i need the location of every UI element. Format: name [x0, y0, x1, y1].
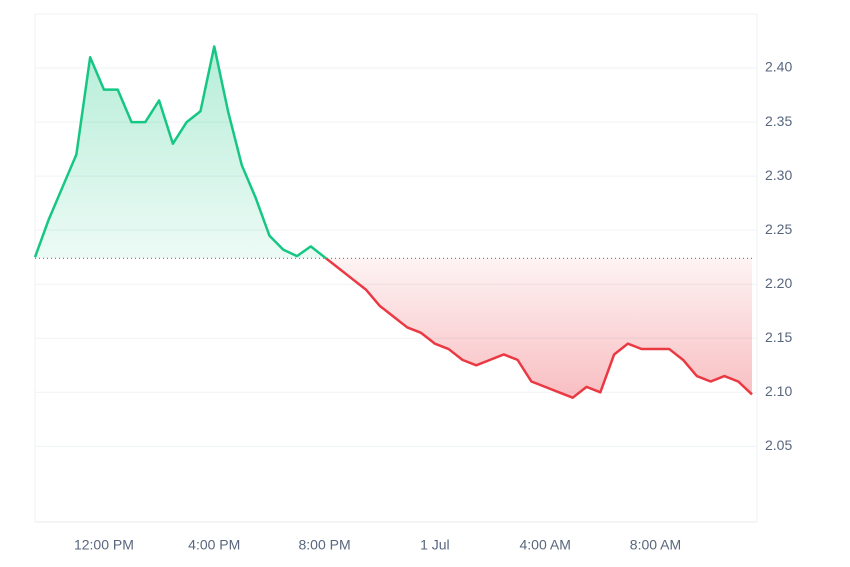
x-tick-label: 8:00 PM: [298, 537, 350, 553]
y-tick-label: 2.20: [765, 275, 792, 291]
y-tick-label: 2.40: [765, 59, 792, 75]
price-line: [33, 45, 753, 399]
x-tick-label: 4:00 PM: [188, 537, 240, 553]
y-tick-label: 2.25: [765, 221, 792, 237]
y-tick-label: 2.05: [765, 437, 792, 453]
x-tick-label: 8:00 AM: [630, 537, 681, 553]
y-tick-label: 2.30: [765, 167, 792, 183]
y-tick-label: 2.35: [765, 113, 792, 129]
x-tick-label: 1 Jul: [420, 537, 450, 553]
x-tick-label: 4:00 AM: [519, 537, 570, 553]
area-up: [35, 46, 752, 259]
y-tick-label: 2.15: [765, 329, 792, 345]
area-down: [325, 258, 752, 398]
y-tick-label: 2.10: [765, 383, 792, 399]
x-tick-label: 12:00 PM: [74, 537, 134, 553]
